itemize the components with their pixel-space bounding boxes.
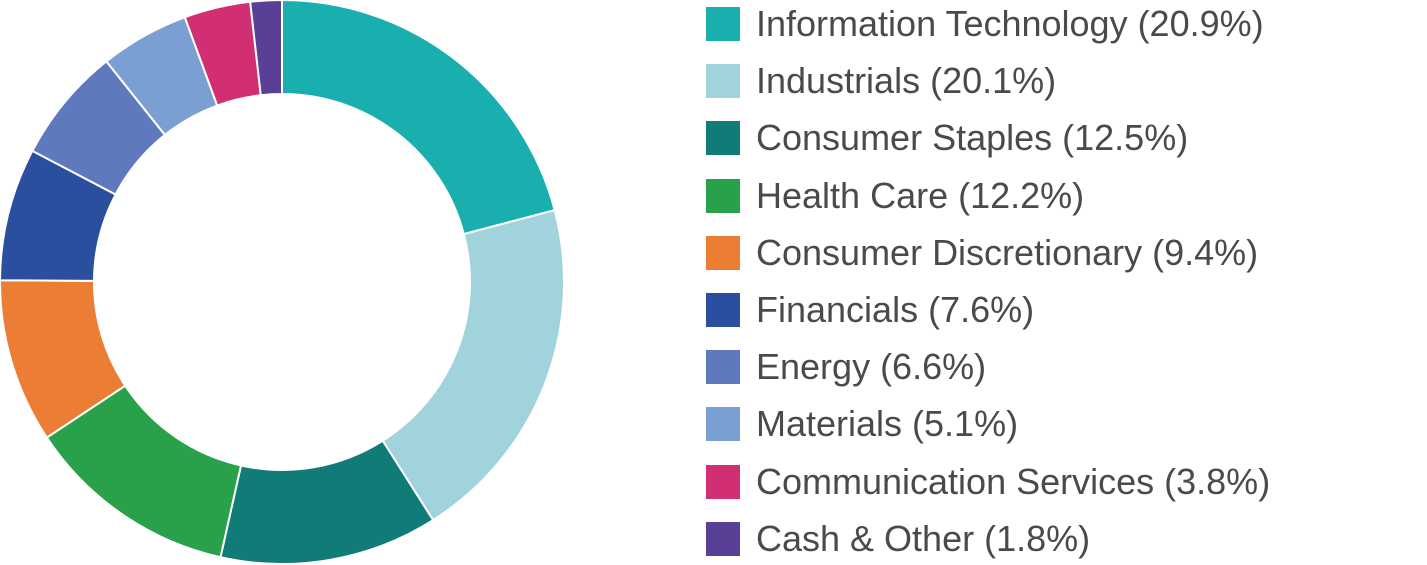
legend-item-cash-other: Cash & Other (1.8%) xyxy=(706,517,1421,559)
donut-chart xyxy=(0,0,565,565)
legend-swatch xyxy=(706,178,740,213)
slice-cash-other xyxy=(249,0,283,97)
legend-swatch xyxy=(706,64,740,99)
legend-swatch xyxy=(706,521,740,556)
legend-item-materials: Materials (5.1%) xyxy=(706,402,1421,444)
legend-swatch xyxy=(706,235,740,270)
legend-label: Consumer Discretionary (9.4%) xyxy=(756,231,1259,273)
legend-item-consumer-staples: Consumer Staples (12.5%) xyxy=(706,116,1421,158)
legend-label: Financials (7.6%) xyxy=(756,289,1035,330)
legend-swatch xyxy=(706,121,740,156)
legend-label: Information Technology (20.9%) xyxy=(756,3,1264,44)
legend-swatch xyxy=(706,293,740,327)
legend-item-health-care: Health Care (12.2%) xyxy=(706,174,1421,216)
chart-legend: Information Technology (20.9%) Industrial… xyxy=(706,0,1421,565)
legend-label: Communication Services (3.8%) xyxy=(756,460,1271,502)
legend-label: Health Care (12.2%) xyxy=(756,174,1085,216)
legend-swatch xyxy=(706,7,740,41)
legend-item-energy: Energy (6.6%) xyxy=(706,345,1421,387)
slice-industrials xyxy=(381,208,565,522)
legend-item-industrials: Industrials (20.1%) xyxy=(706,59,1421,101)
legend-label: Industrials (20.1%) xyxy=(756,60,1057,102)
legend-item-consumer-discretionary: Consumer Discretionary (9.4%) xyxy=(706,231,1421,273)
legend-label: Energy (6.6%) xyxy=(756,346,987,388)
legend-swatch xyxy=(706,407,740,442)
legend-item-financials: Financials (7.6%) xyxy=(706,288,1421,330)
legend-label: Materials (5.1%) xyxy=(756,403,1019,445)
legend-swatch xyxy=(706,464,740,499)
legend-swatch xyxy=(706,350,740,385)
legend-label: Consumer Staples (12.5%) xyxy=(756,117,1189,159)
slice-information-technology xyxy=(281,0,556,236)
legend-item-information-technology: Information Technology (20.9%) xyxy=(706,2,1421,44)
legend-label: Cash & Other (1.8%) xyxy=(756,517,1091,559)
legend-item-communication-services: Communication Services (3.8%) xyxy=(706,460,1421,502)
